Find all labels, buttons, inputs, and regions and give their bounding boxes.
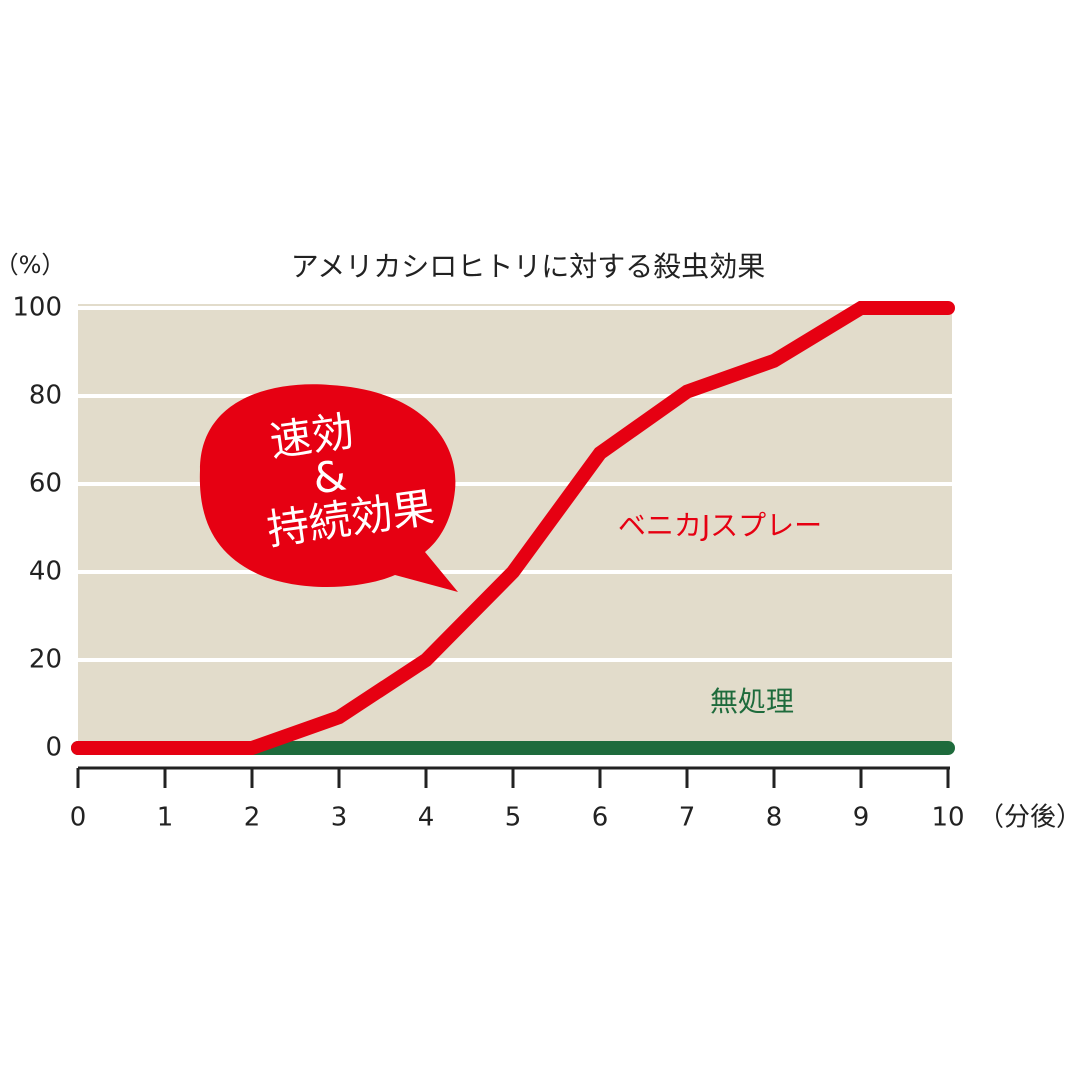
x-tick-label: 6 bbox=[592, 803, 609, 833]
x-tick-label: 2 bbox=[244, 803, 261, 833]
x-tick-label: 9 bbox=[853, 803, 870, 833]
series-line bbox=[71, 301, 955, 755]
x-tick-label: 0 bbox=[70, 803, 87, 833]
series-label: ベニカJスプレー bbox=[618, 509, 822, 542]
x-axis-label: （分後） bbox=[978, 803, 1080, 833]
y-tick-label: 0 bbox=[45, 733, 62, 763]
x-tick-label: 7 bbox=[679, 803, 696, 833]
y-tick-label: 40 bbox=[29, 557, 62, 587]
y-tick-label: 100 bbox=[12, 293, 62, 323]
annotation: 速効 bbox=[267, 406, 357, 466]
speech-bubble: 速効&持続効果 bbox=[199, 384, 459, 592]
x-tick-label: 10 bbox=[931, 803, 964, 833]
x-tick-label: 8 bbox=[766, 803, 783, 833]
x-tick-label: 3 bbox=[331, 803, 348, 833]
y-tick-label: 80 bbox=[29, 381, 62, 411]
chart-title: アメリカシロヒトリに対する殺虫効果 bbox=[291, 250, 766, 283]
bubble-shape bbox=[199, 384, 459, 592]
annotation: & bbox=[310, 450, 349, 503]
y-tick-label: 60 bbox=[29, 469, 62, 499]
x-tick-label: 1 bbox=[157, 803, 174, 833]
x-tick-label: 5 bbox=[505, 803, 522, 833]
y-tick-label: 20 bbox=[29, 645, 62, 675]
x-tick-label: 4 bbox=[418, 803, 435, 833]
y-axis-label: （%） bbox=[0, 251, 65, 279]
series-label: 無処理 bbox=[710, 685, 794, 718]
